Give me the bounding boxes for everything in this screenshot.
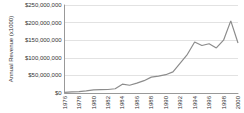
- svg-text:1994: 1994: [192, 95, 198, 109]
- svg-text:$50,000,000: $50,000,000: [28, 72, 62, 78]
- svg-text:Annual Revenue (x1000): Annual Revenue (x1000): [8, 16, 14, 82]
- svg-text:$250,000,000: $250,000,000: [25, 2, 62, 8]
- svg-text:1996: 1996: [206, 95, 212, 109]
- svg-text:1984: 1984: [119, 95, 125, 109]
- svg-text:1992: 1992: [177, 95, 183, 109]
- svg-text:1980: 1980: [91, 95, 97, 109]
- svg-text:1998: 1998: [221, 95, 227, 109]
- svg-text:$200,000,000: $200,000,000: [25, 20, 62, 26]
- svg-text:1988: 1988: [148, 95, 154, 109]
- svg-text:1978: 1978: [76, 95, 82, 109]
- svg-text:1986: 1986: [134, 95, 140, 109]
- svg-text:$0: $0: [55, 90, 62, 96]
- svg-text:1990: 1990: [163, 95, 169, 109]
- svg-text:$100,000,000: $100,000,000: [25, 55, 62, 61]
- svg-text:1976: 1976: [62, 95, 68, 109]
- svg-text:2000: 2000: [235, 95, 241, 109]
- svg-text:1982: 1982: [105, 95, 111, 109]
- svg-text:$150,000,000: $150,000,000: [25, 37, 62, 43]
